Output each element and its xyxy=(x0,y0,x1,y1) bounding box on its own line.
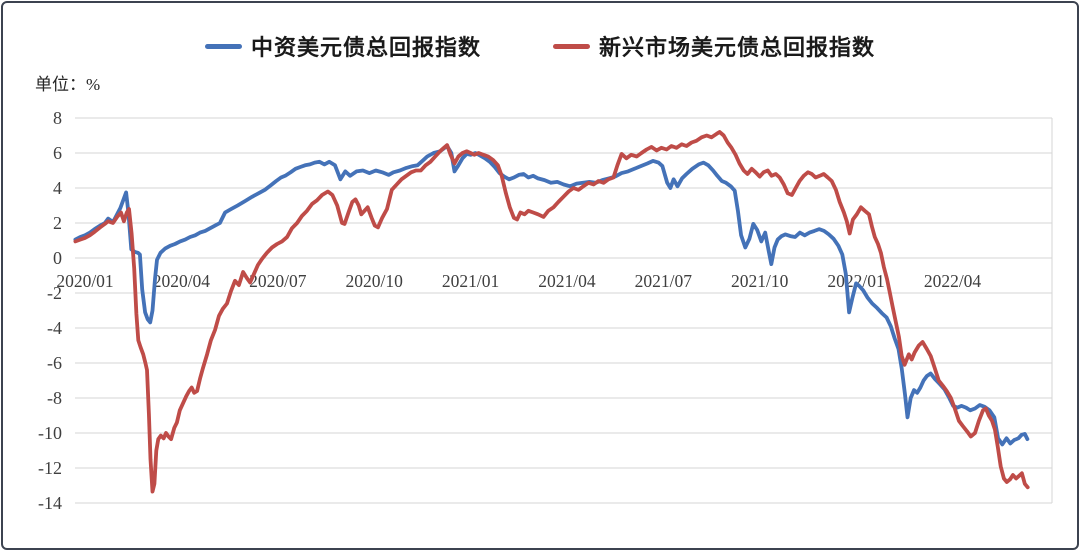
x-tick-label: 2020/10 xyxy=(345,271,403,291)
y-tick-label: -4 xyxy=(47,318,62,338)
series-line-1 xyxy=(73,130,1030,494)
x-tick-label: 2020/07 xyxy=(249,271,307,291)
y-tick-label: 4 xyxy=(53,178,62,198)
y-tick-label: 8 xyxy=(53,108,62,128)
x-tick-label: 2021/04 xyxy=(538,271,596,291)
y-tick-label: -2 xyxy=(47,283,62,303)
x-tick-label: 2020/04 xyxy=(153,271,211,291)
x-tick-label: 2021/01 xyxy=(442,271,499,291)
y-tick-label: 6 xyxy=(53,143,62,163)
series-line-0 xyxy=(73,144,1030,447)
x-tick-label: 2022/04 xyxy=(924,271,982,291)
legend-item-1: 新兴市场美元债总回报指数 xyxy=(553,30,875,62)
x-tick-label: 2021/07 xyxy=(635,271,693,291)
x-tick-label: 2021/10 xyxy=(731,271,789,291)
y-axis-unit-label: 单位：% xyxy=(35,75,101,94)
legend-line-swatch xyxy=(204,43,242,49)
legend-item-0: 中资美元债总回报指数 xyxy=(204,30,481,62)
y-tick-label: -8 xyxy=(47,388,62,408)
legend-line-swatch xyxy=(553,43,590,49)
y-tick-label: 2 xyxy=(53,213,62,233)
y-tick-label: -10 xyxy=(38,423,62,443)
y-tick-label: -14 xyxy=(38,493,62,513)
x-tick-label: 2022/01 xyxy=(827,271,884,291)
legend-label: 中资美元债总回报指数 xyxy=(250,35,481,60)
y-tick-label: -6 xyxy=(47,353,62,373)
x-tick-label: 2020/01 xyxy=(56,271,113,291)
y-tick-label: -12 xyxy=(38,458,62,478)
y-tick-label: 0 xyxy=(53,248,62,268)
legend-label: 新兴市场美元债总回报指数 xyxy=(599,35,876,60)
chart-legend: 中资美元债总回报指数 新兴市场美元债总回报指数 xyxy=(0,30,1080,62)
